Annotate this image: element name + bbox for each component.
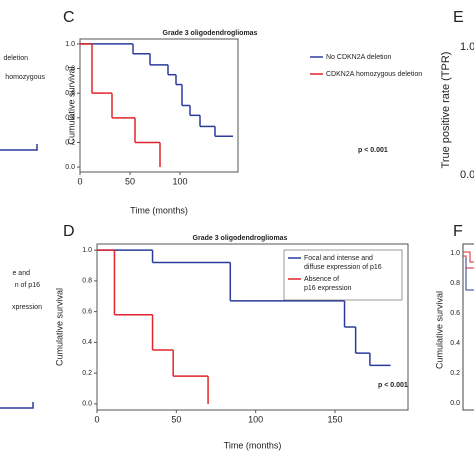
legend-label: Absence of p16 expression	[304, 276, 352, 292]
fragment-frame	[462, 243, 474, 411]
y-tick-label: 0.6	[82, 308, 92, 315]
panel-label: F	[453, 223, 463, 240]
fragment-tick: 1.0	[460, 41, 474, 53]
fragment-line	[463, 251, 474, 269]
fragment-tick: 0.0	[450, 400, 460, 407]
x-tick-label: 0	[94, 414, 99, 424]
y-tick-label: 0.2	[65, 139, 75, 146]
fragment-text: xpression	[12, 304, 42, 311]
x-tick-label: 50	[125, 176, 135, 186]
y-axis-label: Cumulative survival	[54, 288, 64, 366]
panel-label: C	[63, 9, 75, 26]
chart-title: Grade 3 oligodendrogliomas	[163, 30, 258, 37]
fragment-tick: 1.0	[450, 250, 460, 257]
fragment-tick: 0.6	[450, 310, 460, 317]
fragment-line	[465, 258, 474, 291]
y-tick-label: 0.8	[82, 278, 92, 285]
panel-label: D	[63, 223, 75, 240]
x-tick-label: 0	[77, 176, 82, 186]
y-tick-label: 0.2	[82, 370, 92, 377]
plot-frame	[79, 38, 239, 173]
fragment-tick: 0.2	[450, 370, 460, 377]
x-tick-label: 150	[327, 414, 342, 424]
x-tick-label: 50	[171, 414, 181, 424]
plot-frame	[96, 243, 409, 411]
y-tick-label: 0.8	[65, 65, 75, 72]
fragment-tick: 0.8	[450, 280, 460, 287]
legend-label: No CDKN2A deletion	[326, 54, 391, 61]
panel-label: E	[453, 9, 464, 26]
x-axis-label: Time (months)	[130, 205, 188, 215]
y-tick-label: 0.0	[82, 401, 92, 408]
fragment-text: n of p16	[15, 282, 40, 289]
x-tick-label: 100	[172, 176, 187, 186]
chart-title: Grade 3 oligodendrogliomas	[193, 235, 288, 242]
fragment-axis-label: Cumulative survival	[434, 291, 444, 369]
x-axis-label: Time (months)	[224, 440, 282, 450]
y-tick-label: 1.0	[82, 247, 92, 254]
y-tick-label: 1.0	[65, 41, 75, 48]
fragment-line	[0, 402, 34, 409]
y-tick-label: 0.4	[82, 339, 92, 346]
y-tick-label: 0.6	[65, 90, 75, 97]
legend-frame	[283, 249, 403, 301]
legend-label: Focal and intense and diffuse expression …	[304, 255, 382, 271]
fragment-axis-label: True positive rate (TPR)	[440, 52, 452, 169]
y-tick-label: 0.0	[65, 164, 75, 171]
annotation: p < 0.001	[358, 147, 388, 154]
y-tick-label: 0.4	[65, 115, 75, 122]
legend-label: CDKN2A homozygous deletion	[326, 71, 422, 78]
fragment-text: homozygous	[5, 74, 45, 81]
fragment-tick: 0.4	[450, 340, 460, 347]
fragment-text: deletion	[3, 55, 28, 62]
x-tick-label: 100	[248, 414, 263, 424]
fragment-text: e and	[12, 270, 30, 277]
fragment-line	[0, 144, 38, 151]
fragment-tick: 0.0	[460, 169, 474, 181]
annotation: p < 0.001	[378, 382, 408, 389]
y-axis-label: Cumulative survival	[66, 66, 76, 144]
